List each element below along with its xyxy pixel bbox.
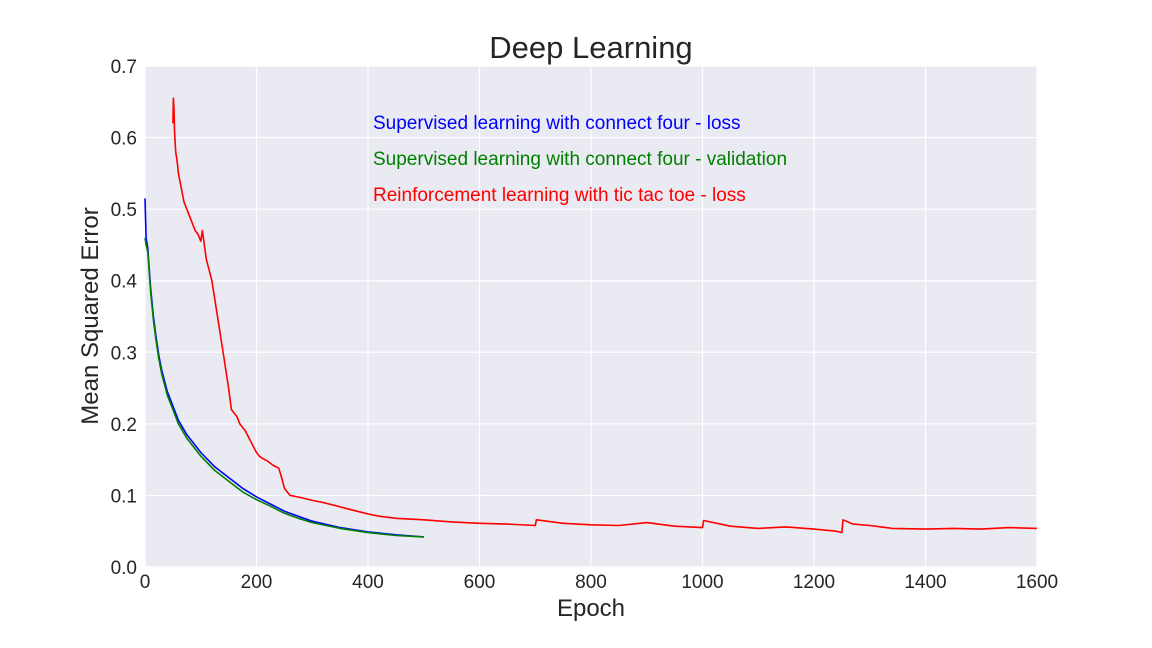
- x-tick-label: 0: [140, 572, 151, 593]
- series-lines: [144, 97, 1038, 538]
- y-tick-label: 0.7: [111, 57, 137, 78]
- y-axis-label: Mean Squared Error: [77, 207, 104, 424]
- x-tick-label: 600: [464, 572, 496, 593]
- x-tick-label: 1200: [793, 572, 835, 593]
- x-tick-label: 400: [352, 572, 384, 593]
- legend-entry-reinforcement: Reinforcement learning with tic tac toe …: [373, 185, 746, 206]
- y-tick-label: 0.2: [111, 415, 137, 436]
- x-tick-label: 1400: [904, 572, 946, 593]
- y-tick-label: 0.5: [111, 200, 137, 221]
- y-tick-label: 0.0: [111, 558, 137, 579]
- x-tick-label: 1000: [681, 572, 723, 593]
- legend-entry-validation: Supervised learning with connect four - …: [373, 149, 787, 170]
- x-axis-label: Epoch: [557, 595, 625, 622]
- series-line-supervised-validation: [144, 237, 424, 538]
- legend-entry-loss: Supervised learning with connect four - …: [373, 113, 741, 134]
- legend: Supervised learning with connect four - …: [373, 113, 787, 206]
- x-tick-labels: 0 200 400 600 800 1000 1200 1400 1600: [140, 572, 1058, 593]
- y-tick-label: 0.1: [111, 486, 137, 507]
- y-tick-labels: 0.0 0.1 0.2 0.3 0.4 0.5 0.6 0.7: [111, 57, 138, 579]
- series-line-reinforcement-loss: [172, 97, 1038, 534]
- x-tick-label: 1600: [1016, 572, 1058, 593]
- y-tick-label: 0.6: [111, 129, 137, 150]
- chart-title: Deep Learning: [489, 30, 692, 65]
- x-tick-label: 200: [241, 572, 273, 593]
- gridlines: [144, 65, 1038, 568]
- y-tick-label: 0.3: [111, 343, 137, 364]
- y-tick-label: 0.4: [111, 272, 138, 293]
- x-tick-label: 800: [575, 572, 607, 593]
